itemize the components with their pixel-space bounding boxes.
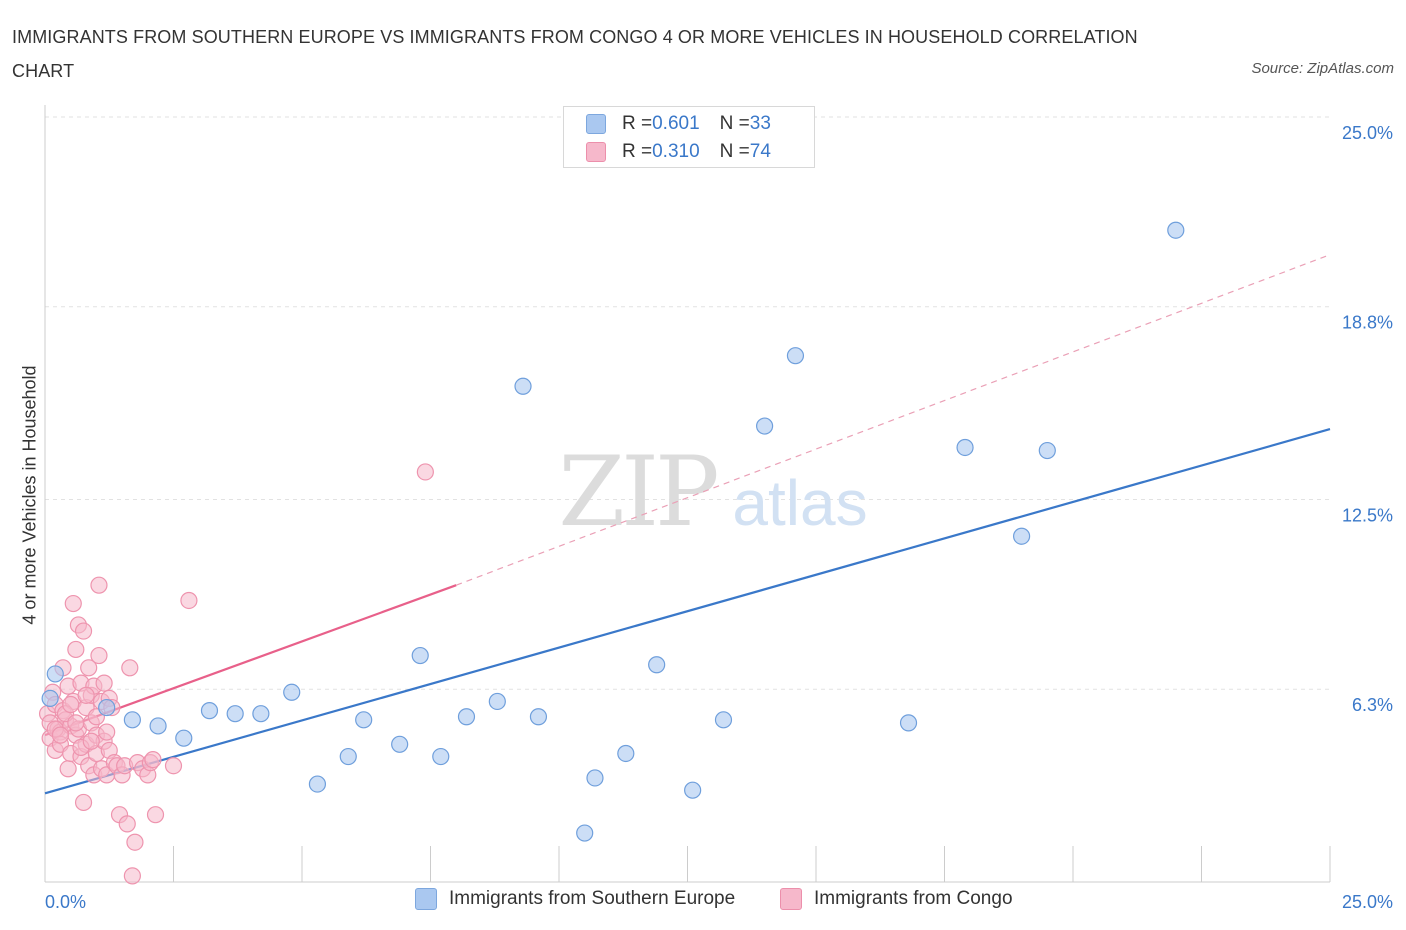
- source-label: Source: ZipAtlas.com: [1251, 60, 1394, 77]
- point-southern-europe: [149, 717, 167, 735]
- point-congo: [123, 867, 141, 885]
- point-congo: [118, 815, 136, 833]
- point-congo: [74, 793, 93, 812]
- point-southern-europe: [411, 646, 429, 665]
- legend-n-label: N =: [719, 141, 750, 162]
- point-southern-europe: [123, 711, 141, 729]
- point-congo: [180, 591, 198, 610]
- point-southern-europe: [899, 714, 918, 732]
- point-southern-europe: [488, 692, 506, 711]
- legend-row-congo: R = 0.310 N = 74: [586, 138, 771, 166]
- legend-r-value: 0.310: [652, 141, 700, 162]
- trend-line-southern-europe: [44, 428, 1331, 795]
- point-southern-europe: [956, 438, 974, 457]
- point-congo: [67, 640, 85, 659]
- axes: [44, 105, 1331, 883]
- watermark-atlas: atlas: [732, 467, 867, 539]
- point-congo: [144, 750, 162, 769]
- point-congo: [62, 695, 80, 714]
- legend-swatch-congo: [586, 142, 606, 162]
- point-southern-europe: [46, 665, 64, 683]
- legend-r-label: R =: [622, 113, 653, 134]
- point-southern-europe: [308, 775, 327, 793]
- bottom-legend-southern-europe: Immigrants from Southern Europe: [415, 888, 735, 910]
- point-congo: [82, 732, 100, 750]
- point-southern-europe: [617, 744, 635, 763]
- point-congo: [98, 723, 116, 741]
- point-southern-europe: [576, 824, 594, 842]
- point-congo: [95, 674, 113, 692]
- point-congo: [74, 622, 93, 640]
- point-congo: [90, 646, 108, 665]
- point-southern-europe: [200, 702, 219, 720]
- correlation-legend: R = 0.601 N = 33 R = 0.310 N = 74: [563, 106, 815, 168]
- point-southern-europe: [586, 769, 604, 787]
- y-tick-label: 25.0%: [1342, 123, 1393, 143]
- chart-title: IMMIGRANTS FROM SOUTHERN EUROPE VS IMMIG…: [12, 27, 1138, 81]
- y-tick-label: 12.5%: [1342, 506, 1393, 526]
- point-congo: [126, 833, 144, 851]
- y-axis-label: 4 or more Vehicles in Household: [19, 365, 40, 625]
- point-southern-europe: [529, 708, 548, 726]
- point-southern-europe: [755, 417, 774, 435]
- legend-r-value: 0.601: [652, 113, 700, 134]
- bottom-legend-label: Immigrants from Southern Europe: [449, 888, 736, 909]
- bottom-legend-congo: Immigrants from Congo: [780, 888, 1013, 910]
- legend-n-value: 74: [749, 141, 771, 162]
- watermark-zip: ZIP: [558, 436, 717, 548]
- legend-swatch-southern-europe: [586, 114, 606, 134]
- trend-line-congo-dashed: [455, 254, 1331, 586]
- legend-row-southern-europe: R = 0.601 N = 33: [586, 110, 771, 138]
- bottom-legend-swatch-congo: [780, 888, 802, 910]
- point-southern-europe: [714, 711, 733, 729]
- point-congo: [51, 726, 70, 744]
- point-southern-europe: [391, 735, 409, 753]
- data-points: [38, 221, 1185, 885]
- tick-labels: 6.3% 12.5% 18.8% 25.0% 0.0% 25.0%: [45, 123, 1393, 912]
- y-tick-label: 18.8%: [1342, 313, 1393, 333]
- point-southern-europe: [226, 705, 244, 723]
- bottom-legend-swatch-southern-europe: [415, 888, 437, 910]
- grid-lines: [45, 116, 1330, 690]
- point-southern-europe: [1167, 221, 1185, 239]
- bottom-legend-label: Immigrants from Congo: [814, 888, 1013, 909]
- point-congo: [59, 760, 77, 778]
- point-southern-europe: [41, 689, 59, 708]
- x-tick-label: 0.0%: [45, 892, 86, 912]
- y-tick-label: 6.3%: [1352, 695, 1393, 715]
- point-congo: [64, 594, 82, 613]
- x-tick-label: 25.0%: [1342, 892, 1393, 912]
- point-southern-europe: [786, 347, 805, 365]
- point-congo: [80, 659, 98, 677]
- point-southern-europe: [684, 781, 702, 799]
- legend-n-value: 33: [749, 113, 771, 134]
- point-congo: [121, 659, 139, 677]
- point-southern-europe: [648, 656, 666, 674]
- point-congo: [164, 757, 183, 775]
- legend-r-label: R =: [622, 141, 653, 162]
- point-southern-europe: [252, 705, 270, 723]
- point-southern-europe: [98, 698, 116, 717]
- point-southern-europe: [432, 747, 450, 766]
- point-southern-europe: [1012, 527, 1031, 545]
- point-southern-europe: [175, 729, 193, 747]
- point-congo: [90, 576, 108, 594]
- point-congo: [146, 806, 165, 824]
- point-southern-europe: [355, 711, 373, 729]
- point-southern-europe: [1038, 441, 1056, 460]
- point-congo: [67, 714, 85, 732]
- point-southern-europe: [457, 708, 476, 726]
- point-congo: [416, 463, 434, 481]
- point-southern-europe: [283, 683, 301, 701]
- legend-n-label: N =: [719, 113, 750, 134]
- point-southern-europe: [339, 747, 357, 766]
- point-southern-europe: [514, 377, 532, 395]
- point-congo: [77, 686, 95, 704]
